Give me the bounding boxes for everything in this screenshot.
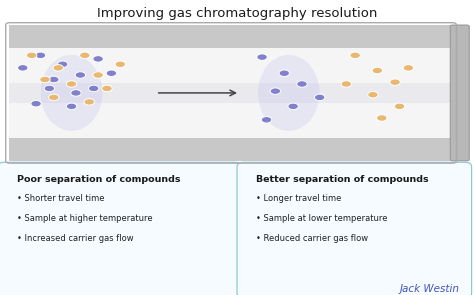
Circle shape [350,52,360,58]
Circle shape [80,52,90,58]
Bar [9,25,453,48]
Ellipse shape [258,55,319,131]
Circle shape [315,94,325,101]
Circle shape [48,76,59,83]
Circle shape [390,79,400,86]
Circle shape [376,115,387,121]
Text: • Shorter travel time: • Shorter travel time [17,194,104,203]
Circle shape [341,81,352,87]
Text: • Reduced carrier gas flow: • Reduced carrier gas flow [256,234,368,243]
Circle shape [66,81,77,87]
Text: • Increased carrier gas flow: • Increased carrier gas flow [17,234,133,243]
Text: Jack Westin: Jack Westin [400,283,460,294]
Bar [9,48,453,138]
Circle shape [18,65,28,71]
Circle shape [35,52,46,58]
Circle shape [102,85,112,92]
Circle shape [66,103,77,110]
Circle shape [270,88,281,94]
Circle shape [297,81,307,87]
Circle shape [394,103,405,110]
FancyBboxPatch shape [450,25,469,161]
Circle shape [372,67,383,74]
FancyBboxPatch shape [0,162,242,295]
Circle shape [368,91,378,98]
Text: • Sample at lower temperature: • Sample at lower temperature [256,214,387,223]
FancyBboxPatch shape [237,162,472,295]
Bar [9,83,453,103]
Text: Better separation of compounds: Better separation of compounds [256,175,428,184]
Circle shape [288,103,298,110]
Circle shape [48,94,59,101]
Circle shape [261,117,272,123]
Circle shape [27,52,37,58]
Circle shape [40,76,50,83]
Text: Poor separation of compounds: Poor separation of compounds [17,175,180,184]
Circle shape [84,99,94,105]
Circle shape [93,72,103,78]
Circle shape [106,70,117,76]
Bar [9,138,453,161]
Circle shape [57,61,68,68]
Circle shape [89,85,99,92]
Circle shape [115,61,126,68]
Text: • Longer travel time: • Longer travel time [256,194,341,203]
Circle shape [44,85,55,92]
Circle shape [279,70,290,76]
Circle shape [71,90,81,96]
Circle shape [257,54,267,60]
Text: Improving gas chromatography resolution: Improving gas chromatography resolution [97,7,377,20]
Text: • Sample at higher temperature: • Sample at higher temperature [17,214,152,223]
Circle shape [93,56,103,62]
Circle shape [53,65,64,71]
Circle shape [31,100,41,107]
Ellipse shape [41,55,102,131]
Circle shape [403,65,413,71]
Circle shape [75,72,86,78]
